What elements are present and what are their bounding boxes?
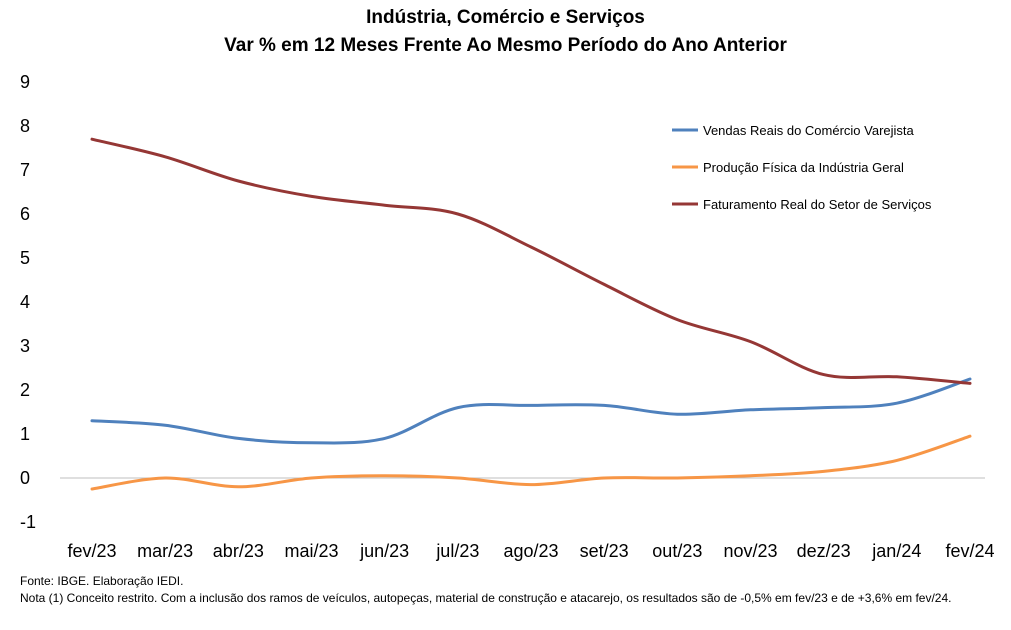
x-tick-label: abr/23	[213, 541, 264, 561]
x-tick-label: jan/24	[871, 541, 921, 561]
x-tick-label: jun/23	[359, 541, 409, 561]
y-tick-label: 2	[20, 380, 30, 400]
x-tick-label: dez/23	[797, 541, 851, 561]
legend-label: Vendas Reais do Comércio Varejista	[703, 123, 915, 138]
y-axis: -1 0 1 2 3 4 5 6 7 8 9	[20, 72, 36, 532]
method-note: Nota (1) Conceito restrito. Com a inclus…	[20, 591, 952, 605]
series-lines	[90, 137, 972, 491]
x-tick-label: mai/23	[284, 541, 338, 561]
y-tick-label: 8	[20, 116, 30, 136]
y-tick-label: 6	[20, 204, 30, 224]
legend-label: Produção Física da Indústria Geral	[703, 160, 904, 175]
footnotes: Fonte: IBGE. Elaboração IEDI. Nota (1) C…	[20, 573, 980, 607]
legend: Vendas Reais do Comércio Varejista Produç…	[672, 123, 932, 212]
x-tick-label: nov/23	[723, 541, 777, 561]
y-tick-label: 4	[20, 292, 30, 312]
series-line	[90, 377, 972, 445]
source-note: Fonte: IBGE. Elaboração IEDI.	[20, 574, 184, 588]
series-line	[90, 137, 972, 385]
y-tick-label: 3	[20, 336, 30, 356]
y-tick-label: 5	[20, 248, 30, 268]
x-tick-label: fev/23	[67, 541, 116, 561]
y-tick-label: 7	[20, 160, 30, 180]
chart-subtitle: Var % em 12 Meses Frente Ao Mesmo Períod…	[224, 35, 787, 56]
x-tick-label: set/23	[580, 541, 629, 561]
legend-label: Faturamento Real do Setor de Serviços	[703, 197, 932, 212]
x-tick-label: mar/23	[137, 541, 193, 561]
y-tick-label: 9	[20, 72, 30, 92]
y-tick-label: 1	[20, 424, 30, 444]
line-chart: -1 0 1 2 3 4 5 6 7 8 9 fev/23 mar/23 abr/23 mai/23 jun…	[20, 72, 995, 561]
chart-title: Indústria, Comércio e Serviços	[366, 7, 645, 28]
x-tick-label: jul/23	[435, 541, 479, 561]
x-tick-label: ago/23	[503, 541, 558, 561]
y-tick-label: 0	[20, 468, 30, 488]
x-axis: fev/23 mar/23 abr/23 mai/23 jun/23 jul/23 ago/…	[67, 541, 994, 561]
y-tick-label: -1	[20, 512, 36, 532]
series-line	[90, 434, 972, 491]
x-tick-label: fev/24	[945, 541, 994, 561]
x-tick-label: out/23	[652, 541, 702, 561]
